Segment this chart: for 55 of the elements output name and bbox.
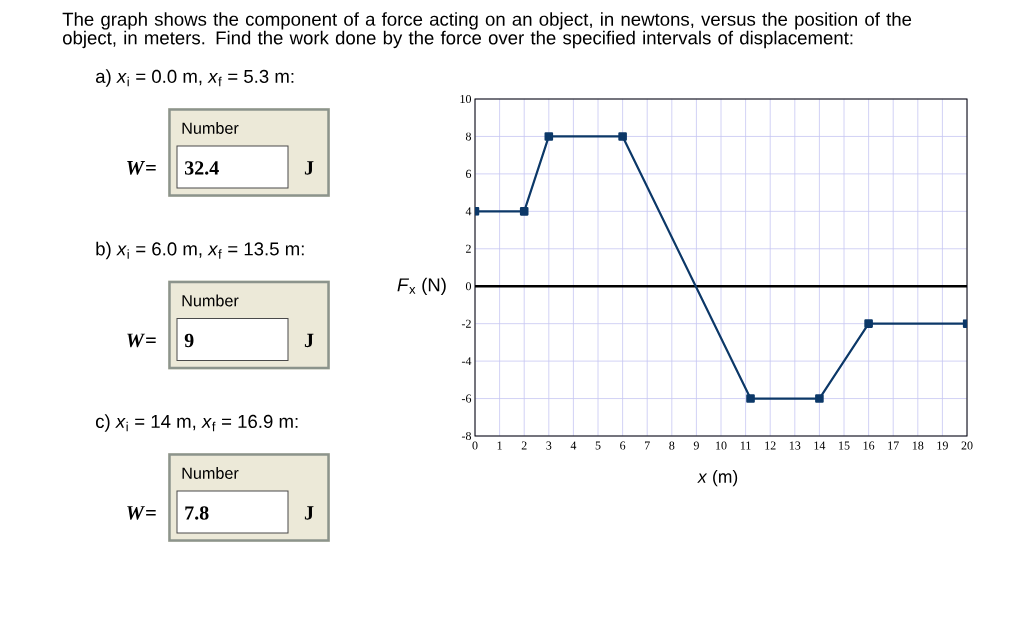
x-tick-label: 17 bbox=[888, 441, 899, 450]
x-tick-label: 7 bbox=[644, 441, 650, 450]
text: 32.4 bbox=[184, 161, 219, 175]
x-tick-label: 15 bbox=[839, 441, 850, 450]
x-tick-label: 18 bbox=[912, 441, 924, 450]
text: W= bbox=[127, 506, 156, 520]
point bbox=[746, 394, 755, 403]
x-tick-label: 8 bbox=[669, 441, 675, 450]
point bbox=[815, 394, 824, 403]
text: 9 bbox=[184, 333, 194, 348]
x-axis-title: x (m) bbox=[697, 469, 738, 487]
text: W= bbox=[127, 333, 156, 348]
text: J bbox=[304, 161, 314, 175]
x-tick-label: 10 bbox=[716, 441, 727, 450]
y-tick-label: 4 bbox=[465, 207, 472, 216]
y-axis-title: F$_{x}$ (N) bbox=[397, 277, 446, 295]
x-tick-label: 4 bbox=[570, 441, 577, 450]
y-tick-label: 6 bbox=[465, 169, 472, 178]
text: J bbox=[304, 506, 314, 520]
x-tick-label: 2 bbox=[521, 441, 527, 450]
chart-title: The graph shows the component of a force acting on an object, in newtons, versus the position of the object, in meters. Find the work done by the force over the specified intervals of displacement: bbox=[62, 12, 912, 49]
x-tick-label: 14 bbox=[814, 441, 826, 450]
x-tick-label: 13 bbox=[789, 441, 801, 450]
text: 7.8 bbox=[185, 506, 209, 520]
text: Number bbox=[182, 294, 239, 307]
x-tick-label: 9 bbox=[693, 441, 699, 450]
point bbox=[864, 319, 873, 328]
x-tick-label: 1 bbox=[497, 441, 502, 450]
y-tick-label: 10 bbox=[460, 94, 472, 104]
y-tick-label: -6 bbox=[461, 394, 472, 403]
x-tick-label: 20 bbox=[961, 441, 973, 450]
point bbox=[618, 132, 627, 141]
text: Number bbox=[182, 122, 239, 134]
point bbox=[519, 207, 529, 216]
y-tick-label: -4 bbox=[461, 357, 472, 366]
y-tick-label: -8 bbox=[461, 431, 472, 441]
x-tick-label: 12 bbox=[765, 441, 776, 450]
text: c) x$_{i}$ = 14 m, x$_{f}$ = 16.9 m: bbox=[95, 414, 298, 432]
x-tick-label: 11 bbox=[740, 441, 751, 450]
text: a) x$_{i}$ = 0.0 m, x$_{f}$ = 5.3 m: bbox=[95, 69, 294, 87]
x-tick-label: 16 bbox=[863, 441, 875, 450]
y-tick-label: 8 bbox=[465, 132, 472, 141]
y-tick-label: -2 bbox=[461, 319, 471, 328]
x-tick-label: 19 bbox=[937, 441, 948, 450]
x-tick-label: 0 bbox=[472, 441, 478, 450]
text: W= bbox=[127, 161, 156, 175]
x-tick-label: 6 bbox=[620, 441, 626, 450]
y-tick-label: 2 bbox=[466, 244, 471, 253]
x-tick-label: 3 bbox=[546, 441, 552, 450]
text: Number bbox=[182, 467, 239, 479]
y-tick-label: 0 bbox=[465, 282, 472, 291]
text: J bbox=[304, 333, 314, 348]
point bbox=[544, 132, 554, 141]
x-tick-label: 5 bbox=[595, 441, 601, 450]
text: b) x$_{i}$ = 6.0 m, x$_{f}$ = 13.5 m: bbox=[96, 241, 304, 260]
